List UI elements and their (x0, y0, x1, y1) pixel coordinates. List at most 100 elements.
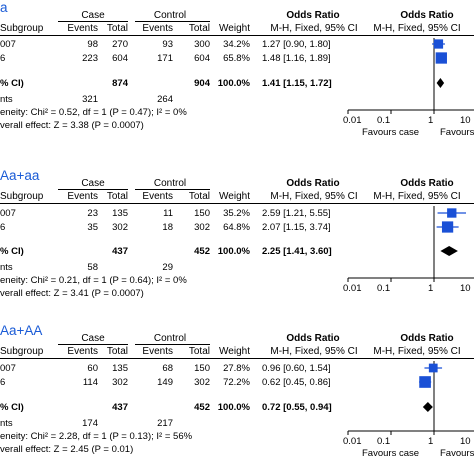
study-marker (433, 39, 444, 49)
case-header: Case (81, 333, 105, 344)
weight-header: Weight (219, 346, 250, 357)
study-marker (428, 363, 438, 373)
case-header: Case (81, 10, 105, 21)
tick-label: 0.1 (377, 436, 391, 447)
favours-right: Favours (440, 127, 474, 138)
cell-ci: 1.27 [0.90, 1.80] (262, 39, 331, 50)
method-header-right: M-H, Fixed, 95% CI (373, 23, 461, 34)
weight-header: Weight (219, 23, 250, 34)
heterogeneity-text: eneity: Chi² = 0.21, df = 1 (P = 0.64); … (0, 275, 187, 286)
study-label: 007 (0, 39, 16, 50)
study-label: 6 (0, 222, 6, 233)
cell-total-case: 270 (112, 39, 128, 50)
or-header-left: Odds Ratio (286, 333, 340, 344)
cell-total-control: 150 (194, 208, 210, 219)
or-header-right: Odds Ratio (400, 10, 454, 21)
favours-right: Favours (440, 448, 474, 459)
tick-label: 1 (428, 283, 434, 294)
cell-total-control: 302 (194, 222, 210, 233)
total-label: % CI) (0, 402, 24, 413)
cell-ci: 2.59 [1.21, 5.55] (262, 208, 331, 219)
cell-events-case: 35 (87, 222, 98, 233)
subgroup-header: Subgroup (0, 346, 44, 357)
events-control: 264 (157, 94, 173, 105)
cell-total-case: 302 (112, 377, 128, 388)
panel-title: a (0, 0, 8, 15)
events-case: 58 (87, 262, 98, 273)
study-label: 007 (0, 208, 16, 219)
cell-weight: 72.2% (223, 377, 250, 388)
method-header-right: M-H, Fixed, 95% CI (373, 191, 461, 202)
total-control: 452 (194, 402, 210, 413)
total-case: 874 (112, 78, 128, 89)
pooled-diamond (440, 246, 458, 256)
or-header-left: Odds Ratio (286, 178, 340, 189)
control-header: Control (153, 178, 187, 189)
cell-events-case: 60 (87, 363, 98, 374)
study-marker (435, 52, 447, 64)
events-header: Events (67, 23, 98, 34)
tick-label: 1 (428, 115, 434, 126)
events-case: 321 (82, 94, 98, 105)
heterogeneity-text: eneity: Chi² = 2.28, df = 1 (P = 0.13); … (0, 431, 193, 442)
events-case: 174 (82, 418, 98, 429)
total-header: Total (106, 191, 128, 202)
cell-events-control: 149 (157, 377, 173, 388)
method-header-left: M-H, Fixed, 95% CI (270, 346, 358, 357)
overall-effect-text: verall effect: Z = 3.41 (P = 0.0007) (0, 288, 144, 299)
cell-ci: 1.48 [1.16, 1.89] (262, 53, 331, 64)
cell-weight: 35.2% (223, 208, 250, 219)
case-header: Case (81, 178, 105, 189)
weight-header: Weight (219, 191, 250, 202)
control-header: Control (153, 10, 187, 21)
tick-label: 0.1 (377, 283, 391, 294)
total-header: Total (188, 346, 210, 357)
study-marker (441, 221, 454, 233)
total-control: 452 (194, 246, 210, 257)
total-header: Total (106, 346, 128, 357)
cell-total-control: 300 (194, 39, 210, 50)
events-header: Events (67, 191, 98, 202)
cell-total-control: 150 (194, 363, 210, 374)
events-header: Events (142, 346, 173, 357)
cell-weight: 27.8% (223, 363, 250, 374)
tick-label: 0.01 (343, 436, 362, 447)
events-label: nts (0, 94, 13, 105)
total-weight: 100.0% (217, 246, 250, 257)
cell-ci: 0.62 [0.45, 0.86] (262, 377, 331, 388)
total-ci: 2.25 [1.41, 3.60] (262, 246, 332, 257)
favours-left: Favours case (362, 127, 420, 138)
total-case: 437 (112, 402, 128, 413)
cell-events-control: 18 (162, 222, 173, 233)
cell-events-case: 223 (82, 53, 98, 64)
overall-effect-text: verall effect: Z = 2.45 (P = 0.01) (0, 444, 134, 455)
cell-total-control: 604 (194, 53, 210, 64)
total-case: 437 (112, 246, 128, 257)
tick-label: 10 (460, 115, 471, 126)
study-marker (419, 376, 431, 388)
events-header: Events (67, 346, 98, 357)
tick-label: 10 (460, 436, 471, 447)
or-header-left: Odds Ratio (286, 10, 340, 21)
total-header: Total (188, 191, 210, 202)
cell-total-case: 604 (112, 53, 128, 64)
study-label: 6 (0, 53, 6, 64)
tick-label: 1 (428, 436, 434, 447)
tick-label: 0.1 (377, 115, 391, 126)
cell-events-case: 98 (87, 39, 98, 50)
tick-label: 0.01 (343, 283, 362, 294)
or-header-right: Odds Ratio (400, 178, 454, 189)
cell-total-case: 135 (112, 363, 128, 374)
cell-events-control: 171 (157, 53, 173, 64)
study-label: 007 (0, 363, 16, 374)
cell-total-control: 302 (194, 377, 210, 388)
total-header: Total (188, 23, 210, 34)
total-label: % CI) (0, 78, 24, 89)
cell-ci: 0.96 [0.60, 1.54] (262, 363, 331, 374)
subgroup-header: Subgroup (0, 23, 44, 34)
pooled-diamond (422, 402, 433, 412)
cell-total-case: 302 (112, 222, 128, 233)
cell-weight: 65.8% (223, 53, 250, 64)
method-header-right: M-H, Fixed, 95% CI (373, 346, 461, 357)
